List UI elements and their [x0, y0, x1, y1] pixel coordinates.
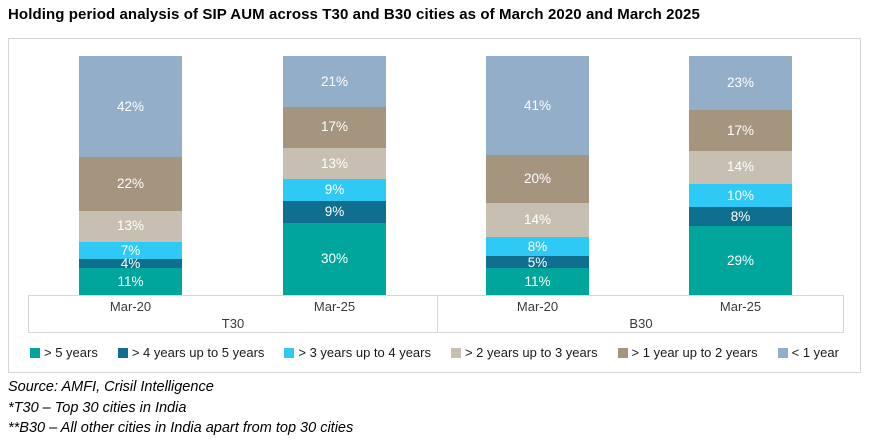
segment-label: 42% — [116, 98, 145, 114]
bar-segment: 41% — [486, 56, 589, 155]
footer: Source: AMFI, Crisil Intelligence *T30 –… — [8, 377, 353, 439]
bar-mar-25-t30: 21% 17% 13% 9% 9% 30% — [283, 56, 386, 295]
legend-item: > 2 years up to 3 years — [450, 345, 598, 360]
bar-mar-20-b30: 41% 20% 14% 8% 5% 11% — [486, 56, 589, 295]
legend-item: > 4 years up to 5 years — [117, 345, 265, 360]
legend-label: < 1 year — [791, 345, 839, 360]
legend-label: > 4 years up to 5 years — [131, 345, 265, 360]
source-note: Source: AMFI, Crisil Intelligence — [8, 379, 214, 395]
segment-label: 17% — [320, 119, 349, 135]
category-label: Mar-25 — [719, 299, 762, 314]
legend-swatch — [30, 347, 40, 358]
segment-label: 41% — [523, 97, 552, 113]
bar-segment: 7% — [79, 241, 182, 259]
bar-segment: 11% — [79, 268, 182, 295]
segment-label: 17% — [726, 122, 755, 138]
legend-swatch — [777, 347, 788, 358]
bar-segment: 13% — [79, 210, 182, 242]
bar-segment: 9% — [283, 179, 386, 201]
bar-segment: 8% — [689, 207, 792, 227]
legend-swatch — [117, 347, 128, 358]
segment-label: 9% — [324, 182, 345, 198]
footnote-t30: *T30 – Top 30 cities in India — [8, 399, 187, 416]
bar-segment: 14% — [486, 203, 589, 238]
segment-label: 5% — [527, 254, 548, 270]
segment-label: 21% — [320, 73, 349, 89]
legend-swatch — [284, 347, 295, 358]
footnote-b30: **B30 – All other cities in India apart … — [8, 420, 354, 436]
segment-label: 4% — [120, 255, 141, 271]
bar-segment: 23% — [689, 56, 792, 111]
segment-label: 22% — [116, 176, 145, 192]
bar-segment: 4% — [79, 255, 182, 271]
segment-label: 9% — [324, 203, 345, 219]
category-label: Mar-25 — [313, 299, 356, 314]
bar-segment: 21% — [283, 56, 386, 107]
segment-label: 8% — [730, 209, 751, 225]
segment-label: 29% — [726, 252, 755, 268]
bar-segment: 11% — [486, 268, 589, 295]
legend-swatch — [450, 347, 461, 358]
bar-segment: 42% — [79, 56, 182, 158]
chart-title: Holding period analysis of SIP AUM acros… — [8, 6, 700, 23]
legend-label: > 1 year up to 2 years — [631, 345, 758, 360]
category-label: Mar-20 — [516, 299, 559, 314]
bar-segment: 10% — [689, 183, 792, 208]
segment-label: 7% — [120, 242, 141, 258]
legend-swatch — [617, 347, 628, 358]
bar-segment: 29% — [689, 226, 792, 295]
segment-label: 30% — [320, 250, 349, 266]
segment-label: 23% — [726, 75, 755, 91]
bar-segment: 8% — [486, 237, 589, 257]
segment-label: 14% — [726, 159, 755, 175]
legend-label: > 3 years up to 4 years — [298, 345, 431, 360]
legend-label: > 5 years — [44, 345, 98, 360]
bar-segment: 14% — [689, 150, 792, 184]
plot-area: 42% 22% 13% 7% 4% 11% 21% 17% 13% 9% 9% 30% 41% 20% 14… — [9, 39, 860, 372]
bar-segment: 20% — [486, 154, 589, 204]
segment-label: 8% — [527, 238, 548, 254]
legend-label: > 2 years up to 3 years — [464, 345, 598, 360]
group-label-t30: T30 — [221, 316, 245, 331]
group-label-b30: B30 — [629, 316, 653, 331]
bar-segment: 5% — [486, 254, 589, 270]
bar-mar-25-b30: 23% 17% 14% 10% 8% 29% — [689, 56, 792, 295]
bar-segment: 30% — [283, 222, 386, 295]
legend-item: > 5 years — [30, 345, 98, 360]
legend: > 5 years > 4 years up to 5 years > 3 year… — [30, 345, 839, 360]
bar-segment: 17% — [283, 106, 386, 148]
group-divider — [437, 296, 438, 332]
segment-label: 11% — [524, 273, 551, 289]
category-label: Mar-20 — [109, 299, 152, 314]
segment-label: 10% — [726, 187, 755, 203]
bar-segment: 22% — [79, 157, 182, 211]
chart-area: 42% 22% 13% 7% 4% 11% 21% 17% 13% 9% 9% 30% 41% 20% 14… — [8, 38, 861, 373]
segment-label: 20% — [523, 171, 552, 187]
legend-item: < 1 year — [777, 345, 839, 360]
segment-label: 11% — [117, 273, 144, 289]
legend-item: > 3 years up to 4 years — [284, 345, 431, 360]
bar-segment: 17% — [689, 110, 792, 151]
x-axis-box: Mar-20 Mar-25 Mar-20 Mar-25 T30 B30 — [28, 295, 844, 333]
segment-label: 13% — [320, 155, 349, 171]
bar-segment: 13% — [283, 147, 386, 180]
bar-mar-20-t30: 42% 22% 13% 7% 4% 11% — [79, 56, 182, 295]
segment-label: 13% — [116, 218, 145, 234]
segment-label: 14% — [523, 212, 552, 228]
bar-segment: 9% — [283, 200, 386, 223]
legend-item: > 1 year up to 2 years — [617, 345, 758, 360]
